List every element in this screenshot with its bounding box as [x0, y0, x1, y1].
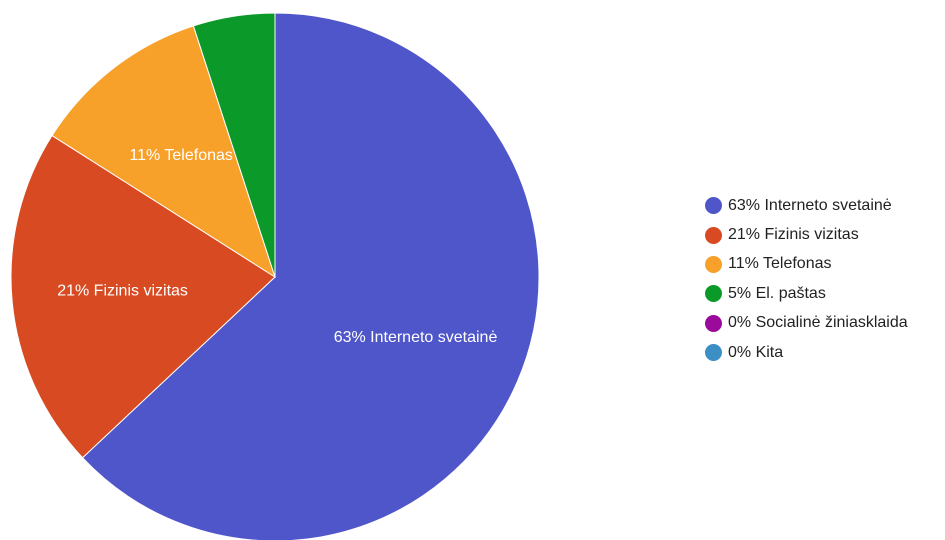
pie-slices [10, 12, 540, 540]
pie-slice-fizinis-vizitas[interactable] [10, 134, 276, 459]
legend-label: 0% Kita [728, 343, 784, 361]
legend-label: 0% Socialinė žiniasklaida [728, 314, 908, 332]
legend-swatch-icon [705, 226, 722, 244]
legend-swatch-icon [705, 197, 722, 215]
legend-swatch-icon [705, 344, 722, 362]
legend-item-telefonas[interactable]: 11% Telefonas [705, 250, 908, 279]
legend-item-interneto-svetaine[interactable]: 63% Interneto svetainė [705, 191, 908, 220]
legend-swatch-icon [705, 285, 722, 303]
legend-item-el-pastas[interactable]: 5% El. paštas [705, 279, 908, 308]
legend: 63% Interneto svetainė 21% Fizinis vizita… [705, 191, 908, 367]
pie-slice-labels: 63% Interneto svetainė 21% Fizinis vizita… [57, 147, 497, 346]
legend-swatch-icon [705, 255, 722, 273]
legend-swatch-icon [705, 314, 722, 332]
legend-item-kita[interactable]: 0% Kita [705, 338, 908, 367]
legend-item-fizinis-vizitas[interactable]: 21% Fizinis vizitas [705, 220, 908, 249]
pie-slice-el-pastas[interactable] [192, 12, 276, 278]
pie-slice-interneto-svetaine[interactable] [81, 12, 540, 540]
pie-slice-telefonas[interactable] [51, 25, 276, 279]
legend-label: 5% El. paštas [728, 284, 826, 302]
pie-chart: 63% Interneto svetainė 21% Fizinis vizita… [10, 12, 540, 540]
legend-item-socialine-ziniasklaida[interactable]: 0% Socialinė žiniasklaida [705, 309, 908, 338]
slice-label-fizinis-vizitas: 21% Fizinis vizitas [57, 283, 188, 300]
slice-label-interneto-svetaine: 63% Interneto svetainė [334, 329, 498, 346]
legend-label: 21% Fizinis vizitas [728, 226, 859, 244]
legend-label: 11% Telefonas [728, 255, 832, 273]
slice-label-telefonas: 11% Telefonas [129, 147, 232, 164]
legend-label: 63% Interneto svetainė [728, 196, 892, 214]
